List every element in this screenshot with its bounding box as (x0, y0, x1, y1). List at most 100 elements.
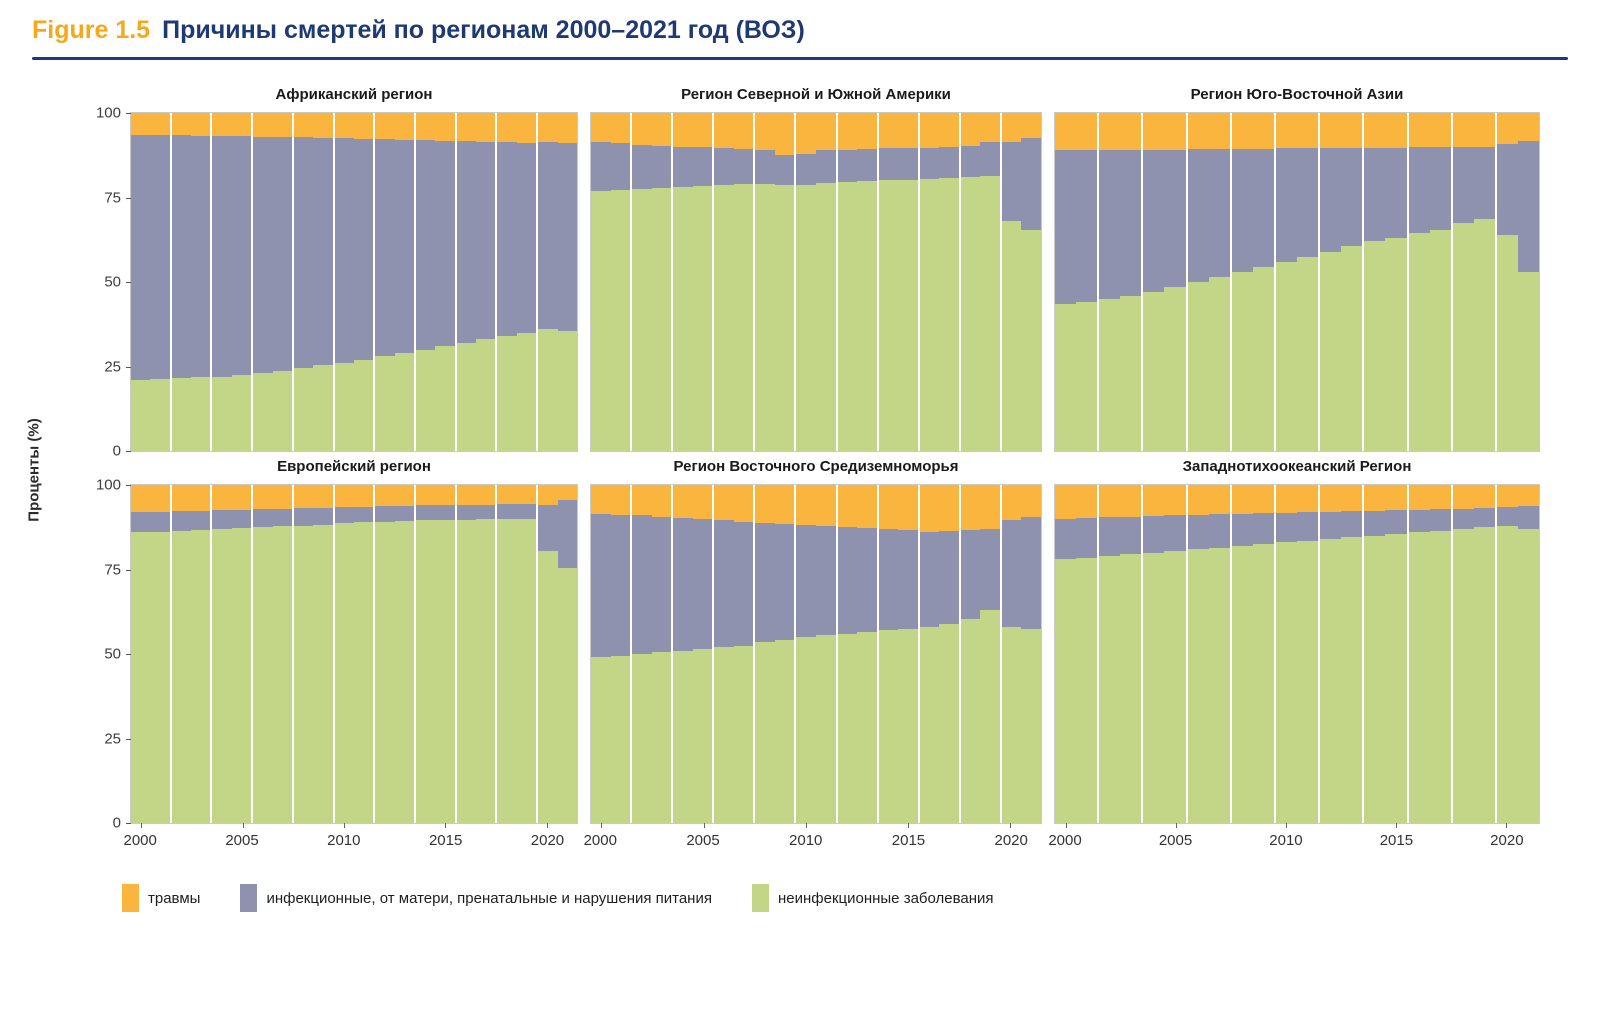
segment-infectious (919, 147, 940, 179)
panel-african-region: Африканский регион 100 75 50 25 0 (96, 86, 578, 459)
y-tick-label: 25 (104, 358, 121, 375)
segment-injuries (1385, 113, 1407, 148)
legend-item-injuries: травмы (122, 884, 200, 912)
segment-injuries (313, 113, 333, 138)
x-tick-mark (1010, 823, 1012, 828)
segment-injuries (651, 113, 672, 147)
bars (131, 485, 577, 823)
bar-2008 (1231, 113, 1253, 451)
bar-2014 (1364, 485, 1386, 823)
segment-ncd (1408, 232, 1430, 451)
bar-2019 (980, 113, 1000, 451)
segment-infectious (1364, 510, 1386, 536)
bar-2002 (632, 485, 652, 823)
segment-injuries (591, 113, 611, 142)
segment-infectious (1208, 514, 1230, 548)
bar-2018 (497, 113, 517, 451)
y-tick-mark (126, 823, 131, 824)
segment-infectious (1143, 516, 1165, 553)
x-tick-mark (1176, 823, 1177, 828)
bar-2001 (1076, 485, 1098, 823)
segment-ncd (416, 520, 436, 823)
segment-injuries (919, 485, 940, 532)
segment-infectious (1187, 514, 1209, 550)
segment-ncd (394, 352, 415, 451)
segment-infectious (774, 523, 795, 641)
segment-infectious (632, 144, 652, 190)
y-tick-label: 100 (95, 476, 121, 494)
segment-infectious (1429, 509, 1451, 531)
segment-ncd (1473, 527, 1495, 823)
segment-injuries (610, 113, 631, 144)
bar-2009 (774, 113, 795, 451)
segment-infectious (497, 504, 517, 519)
x-axis-labels: 2000 2005 2010 2015 2020 (123, 826, 578, 854)
segment-infectious (1001, 141, 1022, 222)
segment-ncd (898, 628, 918, 823)
segment-infectious (231, 509, 252, 529)
bar-2015 (1385, 485, 1407, 823)
segment-ncd (939, 177, 959, 451)
segment-infectious (150, 134, 170, 380)
segment-injuries (538, 485, 558, 506)
segment-ncd (1320, 251, 1342, 451)
segment-injuries (456, 485, 477, 505)
segment-injuries (898, 113, 918, 149)
segment-infectious (1252, 513, 1274, 545)
segment-ncd (497, 336, 517, 451)
plot-area (590, 112, 1042, 452)
segment-infectious (353, 506, 374, 523)
bar-2003 (1120, 113, 1142, 451)
panel-title: Регион Юго-Восточной Азии (1190, 86, 1404, 103)
bar-2004 (1143, 485, 1165, 823)
bar-2010 (334, 485, 354, 823)
segment-injuries (150, 113, 170, 135)
segment-ncd (733, 184, 754, 451)
segment-injuries (1408, 485, 1430, 510)
segment-infectious (1055, 518, 1077, 560)
segment-ncd (538, 550, 558, 823)
segment-infectious (796, 524, 817, 638)
segment-ncd (253, 373, 273, 451)
legend-item-infectious: инфекционные, от матери, пренатальные и … (240, 884, 712, 912)
bar-2005 (231, 485, 252, 823)
segment-infectious (272, 508, 292, 527)
bar-2015 (898, 485, 918, 823)
segment-infectious (131, 512, 151, 533)
segment-infectious (538, 505, 558, 551)
segment-injuries (1099, 113, 1121, 150)
segment-ncd (651, 652, 672, 823)
segment-injuries (1297, 113, 1319, 149)
bar-2006 (714, 485, 734, 823)
bar-2002 (171, 485, 192, 823)
bar-2016 (919, 113, 940, 451)
segment-injuries (1517, 485, 1540, 506)
bar-2021 (1021, 113, 1042, 451)
bar-2006 (253, 485, 273, 823)
segment-ncd (334, 363, 354, 451)
segment-ncd (774, 640, 795, 823)
segment-infectious (476, 141, 496, 340)
segment-infectious (435, 140, 455, 347)
segment-ncd (857, 632, 877, 823)
x-tick-mark (601, 823, 603, 828)
x-tick-mark (343, 823, 345, 828)
segment-infectious (939, 530, 959, 624)
segment-ncd (1297, 540, 1319, 823)
segment-infectious (1341, 148, 1363, 247)
bar-2000 (131, 113, 151, 451)
segment-infectious (334, 138, 354, 364)
bar-2008 (293, 113, 314, 451)
panel-title: Регион Северной и Южной Америки (681, 86, 951, 103)
segment-ncd (591, 657, 611, 823)
segment-injuries (1001, 485, 1022, 521)
panel-title: Регион Восточного Средиземноморья (673, 458, 959, 475)
x-tick-label: 2005 (225, 832, 259, 849)
segment-injuries (1364, 485, 1386, 511)
segment-injuries (334, 113, 354, 139)
segment-infectious (980, 141, 1000, 176)
bar-2016 (456, 485, 477, 823)
plot-area: 100 75 50 25 0 (96, 106, 578, 459)
bar-2018 (1452, 113, 1474, 451)
segment-injuries (1099, 485, 1121, 518)
